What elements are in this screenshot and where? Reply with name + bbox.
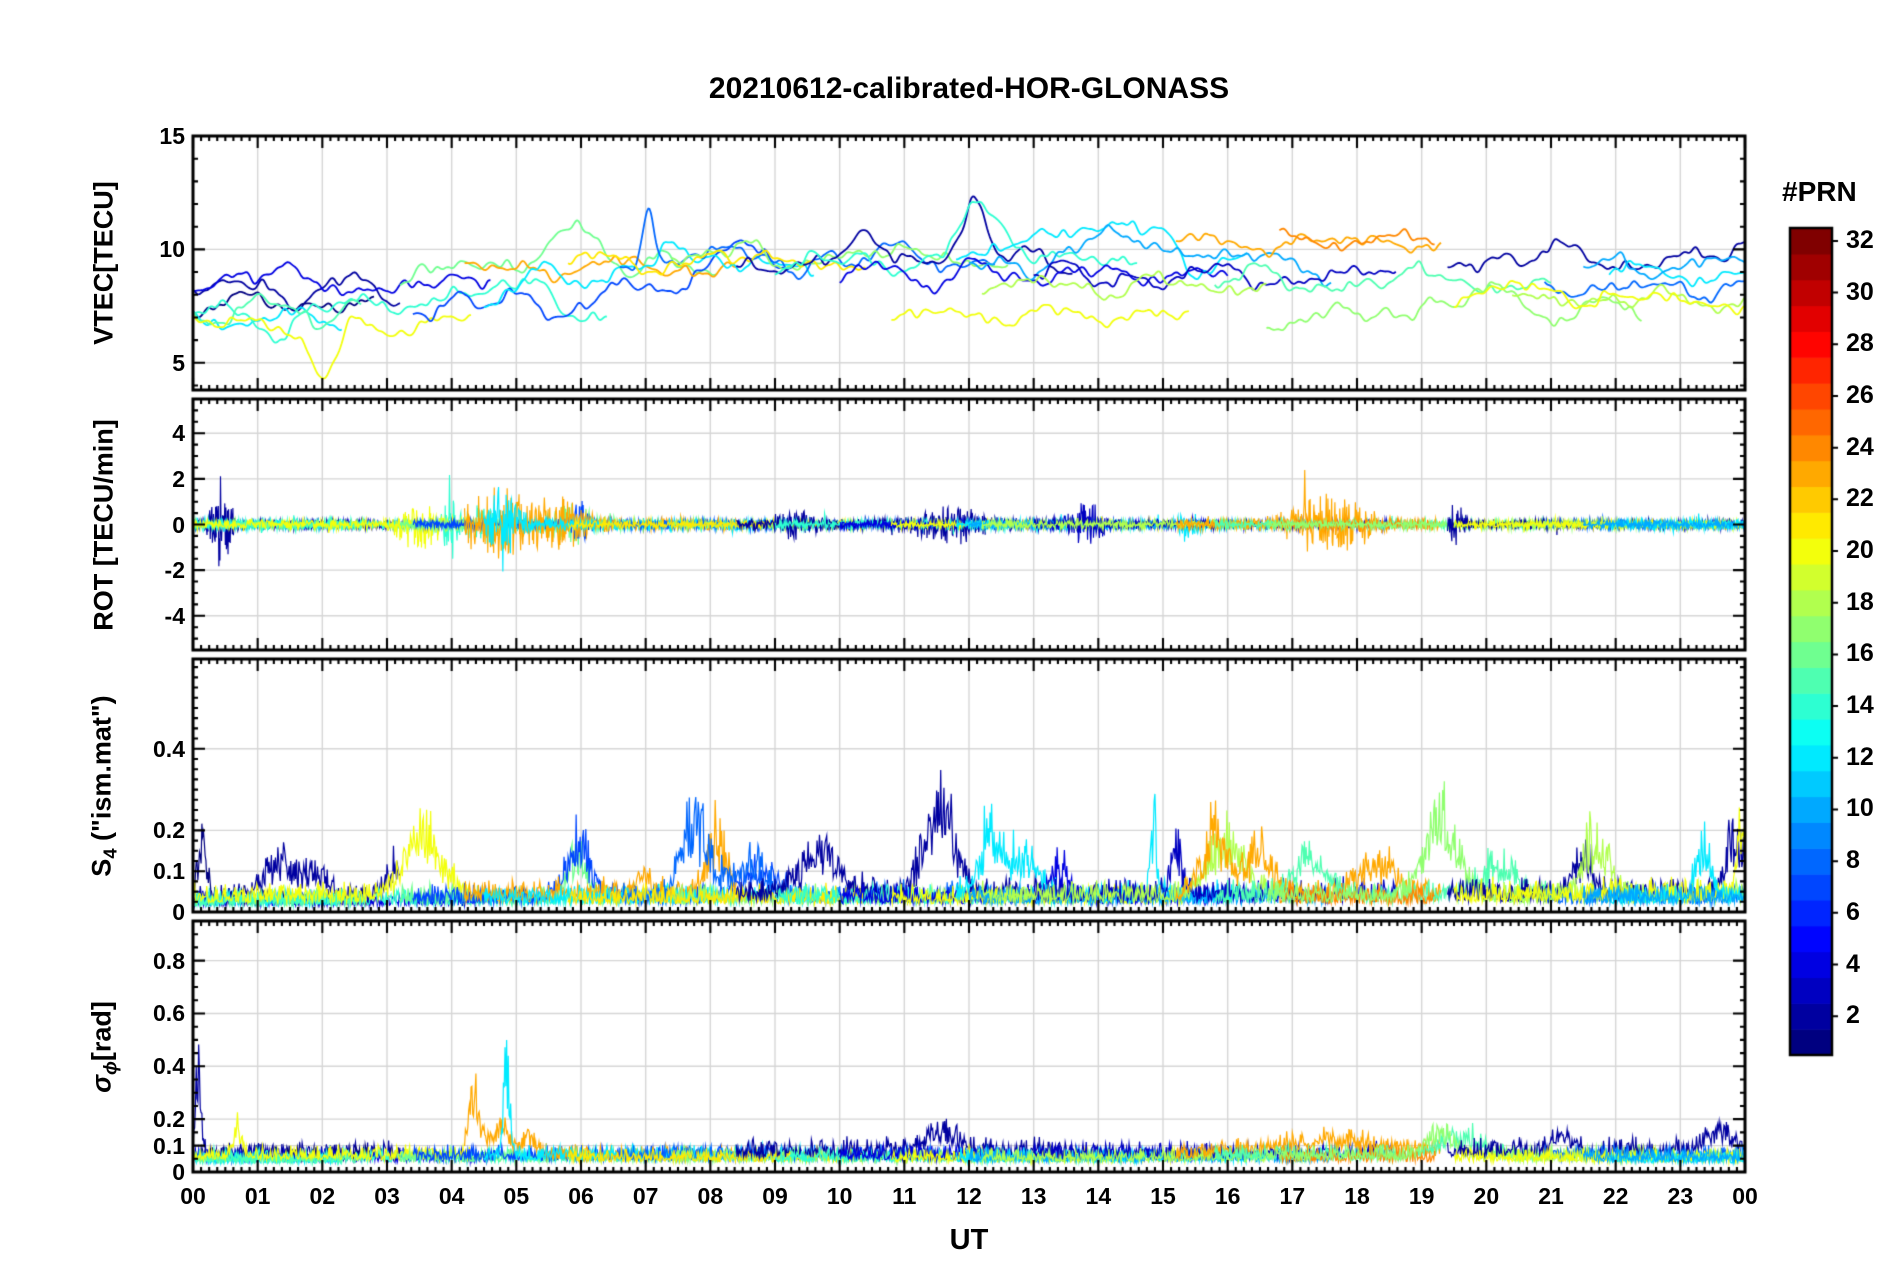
x-tick-label: 23 [1667,1183,1694,1209]
colorbar-tick-label: 30 [1846,277,1874,306]
x-tick-label: 13 [1020,1183,1047,1209]
y-tick-label: 0.8 [153,947,185,974]
x-tick-label: 20 [1473,1183,1500,1209]
colorbar-tick-label: 14 [1846,691,1874,720]
y-tick-label: 5 [172,349,185,376]
colorbar-tick-label: 18 [1846,587,1874,616]
y-tick-label: 2 [172,465,185,492]
colorbar-tick-label: 8 [1846,846,1860,875]
colorbar-tick-label: 28 [1846,329,1874,358]
x-tick-label: 09 [762,1183,788,1209]
colorbar-tick-label: 22 [1846,484,1874,513]
x-tick-label: 12 [956,1183,982,1209]
y-tick-label: -4 [164,602,185,629]
x-tick-label: 08 [697,1183,724,1209]
y-tick-label: 0.4 [153,1053,185,1080]
chart-title: 20210612-calibrated-HOR-GLONASS [708,72,1230,105]
x-tick-label: 14 [1085,1183,1112,1209]
x-tick-label: 04 [438,1183,465,1209]
colorbar-tick-label: 2 [1846,1001,1860,1030]
x-tick-label: 10 [826,1183,853,1209]
x-tick-label: 01 [244,1183,271,1209]
y-tick-label: 0.1 [153,858,185,885]
colorbar-tick-label: 20 [1846,536,1874,565]
x-tick-label: 21 [1538,1183,1564,1209]
x-tick-label: 17 [1279,1183,1306,1209]
colorbar-tick-label: 12 [1846,742,1874,771]
colorbar-tick-label: 6 [1846,897,1860,926]
x-tick-label: 06 [568,1183,594,1209]
x-tick-label: 22 [1602,1183,1629,1209]
x-axis-label: UT [949,1224,989,1256]
y-tick-label: 0.2 [153,1106,185,1133]
y-tick-label: 0.6 [153,1000,185,1027]
y-tick-label: 0.2 [153,817,185,844]
y-tick-label: 0 [172,899,185,925]
colorbar-label: #PRN [1782,176,1857,207]
y-tick-label: 15 [159,123,185,149]
colorbar-tick-label: 10 [1846,794,1874,823]
colorbar-tick-label: 24 [1846,432,1874,461]
x-tick-label: 00 [180,1183,206,1209]
y-tick-label: 4 [172,420,185,447]
y-axis-label-s4: S4 ("ism.mat") [86,694,121,877]
y-tick-label: 0.4 [153,735,185,762]
y-tick-label: 0.1 [153,1132,185,1159]
y-axis-label-sigma_phi: σϕ[rad] [86,1000,121,1093]
x-tick-label: 16 [1214,1183,1241,1209]
colorbar-tick-label: 32 [1846,225,1874,254]
y-tick-label: -2 [164,557,185,584]
x-tick-label: 15 [1150,1183,1176,1209]
colorbar-tick-label: 16 [1846,639,1874,668]
colorbar-tick-label: 4 [1846,949,1860,978]
y-axis-label-rot: ROT [TECU/min] [88,418,119,631]
x-tick-label: 00 [1732,1183,1758,1209]
y-tick-label: 0 [172,1159,185,1185]
x-tick-label: 02 [309,1183,336,1209]
x-tick-label: 11 [892,1183,917,1209]
y-tick-label: 0 [172,511,185,538]
y-tick-label: 10 [159,236,185,263]
x-tick-label: 03 [374,1183,400,1209]
x-tick-label: 18 [1344,1183,1370,1209]
y-axis-label-vtec: VTEC[TECU] [88,181,119,345]
x-tick-label: 07 [632,1183,659,1209]
colorbar-tick-label: 26 [1846,380,1874,409]
x-tick-label: 19 [1408,1183,1435,1209]
x-tick-label: 05 [503,1183,530,1209]
